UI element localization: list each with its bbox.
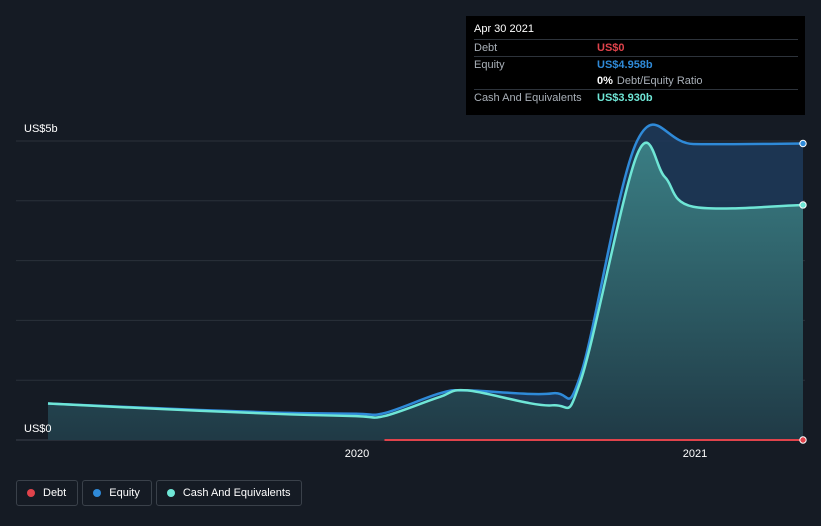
legend-item-cash[interactable]: Cash And Equivalents xyxy=(155,480,303,506)
tooltip-ratio-label: Debt/Equity Ratio xyxy=(616,75,703,87)
tooltip-ratio-value: 0% xyxy=(597,75,613,87)
legend-dot-cash-icon xyxy=(166,489,175,497)
tooltip-row-equity: Equity US$4.958b xyxy=(474,56,798,73)
legend-item-debt[interactable]: Debt xyxy=(16,480,79,506)
legend-label-debt: Debt xyxy=(43,487,67,499)
y-tick-label-top: US$5b xyxy=(24,123,58,135)
chart-legend: Debt Equity Cash And Equivalents xyxy=(16,480,303,506)
cash-line-endpoint xyxy=(799,201,807,209)
tooltip-equity-label: Equity xyxy=(474,59,505,71)
debt-line-endpoint xyxy=(799,436,807,444)
legend-dot-debt-icon xyxy=(27,489,35,497)
tooltip-debt-value: US$0 xyxy=(597,42,625,54)
chart-tooltip: Apr 30 2021 Debt US$0 Equity US$4.958b 0… xyxy=(466,16,805,115)
x-tick-label-2020: 2020 xyxy=(345,448,369,460)
x-tick-label-2021: 2021 xyxy=(683,448,707,460)
tooltip-cash-label: Cash And Equivalents xyxy=(474,92,582,104)
cash-line xyxy=(47,141,804,419)
y-tick-label-bottom: US$0 xyxy=(24,423,52,435)
legend-dot-equity-icon xyxy=(93,489,102,497)
series-areas xyxy=(48,124,803,441)
series-endpoints xyxy=(799,139,807,444)
legend-label-cash: Cash And Equivalents xyxy=(182,487,291,499)
tooltip-date: Apr 30 2021 xyxy=(474,23,534,35)
tooltip-equity-value: US$4.958b xyxy=(597,59,653,71)
tooltip-row-debt: Debt US$0 xyxy=(474,39,798,56)
tooltip-debt-label: Debt xyxy=(474,42,498,54)
cash-area xyxy=(48,142,803,440)
series-lines xyxy=(47,123,804,441)
tooltip-row-cash: Cash And Equivalents US$3.930b xyxy=(474,89,798,106)
equity-line-endpoint xyxy=(799,139,807,148)
legend-item-equity[interactable]: Equity xyxy=(82,480,152,506)
tooltip-row-ratio: 0% Debt/Equity Ratio xyxy=(474,73,798,89)
legend-label-equity: Equity xyxy=(109,487,140,499)
tooltip-cash-value: US$3.930b xyxy=(597,92,653,104)
